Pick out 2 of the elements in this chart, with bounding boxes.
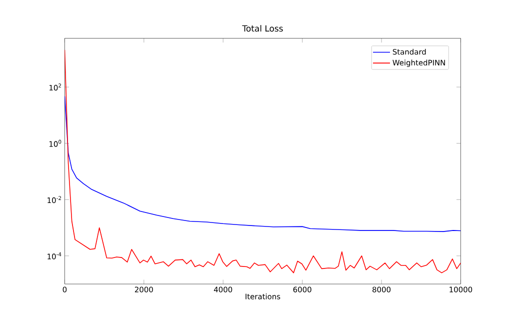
chart-title: Total Loss: [242, 25, 283, 32]
line-series: [64, 96, 461, 232]
